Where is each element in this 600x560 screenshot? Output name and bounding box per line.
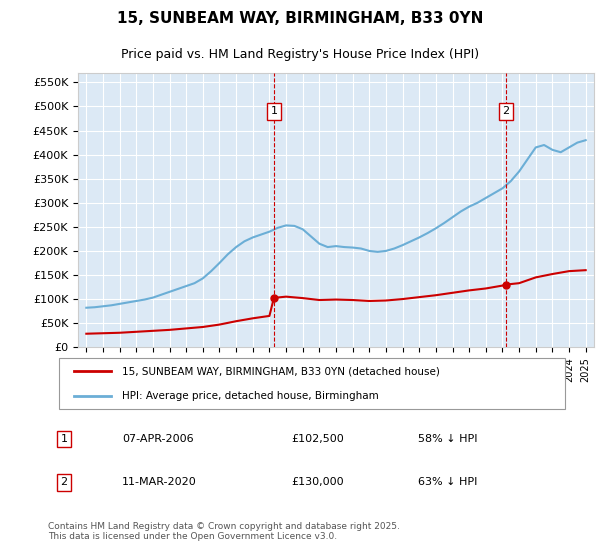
Text: 2: 2 xyxy=(502,106,509,116)
Text: 1: 1 xyxy=(61,434,67,444)
Text: Contains HM Land Registry data © Crown copyright and database right 2025.
This d: Contains HM Land Registry data © Crown c… xyxy=(48,522,400,542)
FancyBboxPatch shape xyxy=(59,358,565,409)
Text: HPI: Average price, detached house, Birmingham: HPI: Average price, detached house, Birm… xyxy=(122,391,379,401)
Text: 15, SUNBEAM WAY, BIRMINGHAM, B33 0YN: 15, SUNBEAM WAY, BIRMINGHAM, B33 0YN xyxy=(117,11,483,26)
Text: 11-MAR-2020: 11-MAR-2020 xyxy=(122,477,197,487)
Text: £130,000: £130,000 xyxy=(291,477,344,487)
Text: 07-APR-2006: 07-APR-2006 xyxy=(122,434,194,444)
Text: 1: 1 xyxy=(271,106,277,116)
Text: £102,500: £102,500 xyxy=(291,434,344,444)
Text: Price paid vs. HM Land Registry's House Price Index (HPI): Price paid vs. HM Land Registry's House … xyxy=(121,48,479,61)
Text: 63% ↓ HPI: 63% ↓ HPI xyxy=(418,477,477,487)
Text: 2: 2 xyxy=(60,477,67,487)
Text: 15, SUNBEAM WAY, BIRMINGHAM, B33 0YN (detached house): 15, SUNBEAM WAY, BIRMINGHAM, B33 0YN (de… xyxy=(122,366,440,376)
Text: 58% ↓ HPI: 58% ↓ HPI xyxy=(418,434,477,444)
